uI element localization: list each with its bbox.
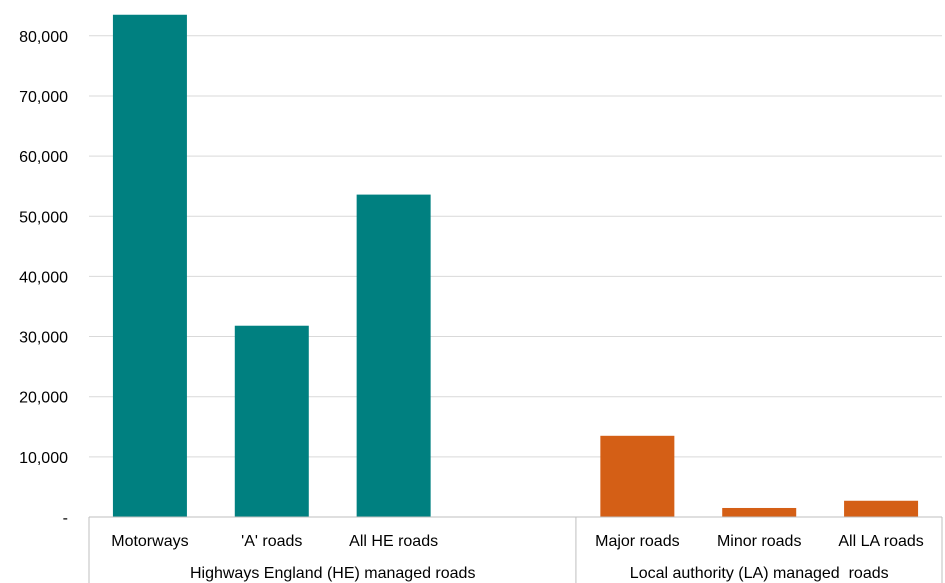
y-tick-label: 60,000: [19, 149, 68, 166]
y-tick-label: 30,000: [19, 330, 68, 347]
bar-major-roads: [600, 435, 675, 517]
x-axis-group-labels: Highways England (HE) managed roads Local…: [190, 565, 889, 582]
x-axis-category-labels: Motorways 'A' roads All HE roads Major road…: [111, 533, 924, 550]
x-group-label: Local authority (LA) managed roads: [630, 565, 889, 582]
bar-all-he-roads: [356, 194, 431, 517]
x-group-label: Highways England (HE) managed roads: [190, 565, 475, 582]
y-tick-label: 20,000: [19, 390, 68, 407]
y-axis-tick-labels: - 10,000 20,000 30,000 40,000 50,000 60,000 70,…: [19, 29, 68, 527]
x-category-label: Motorways: [111, 533, 188, 550]
x-category-label: 'A' roads: [241, 533, 302, 550]
bars: [112, 14, 919, 518]
x-category-label: Minor roads: [717, 533, 801, 550]
bar-motorways: [112, 14, 187, 518]
y-tick-label: 80,000: [19, 29, 68, 46]
y-tick-label: 40,000: [19, 269, 68, 286]
x-axis: [88, 516, 943, 583]
x-category-label: All HE roads: [349, 533, 438, 550]
y-tick-label: 50,000: [19, 209, 68, 226]
y-tick-label: 10,000: [19, 450, 68, 467]
bar-all-la-roads: [844, 500, 919, 517]
bar-a-roads: [234, 325, 309, 517]
x-category-label: All LA roads: [838, 533, 923, 550]
y-tick-label: -: [63, 510, 68, 527]
y-tick-label: 70,000: [19, 89, 68, 106]
x-category-label: Major roads: [595, 533, 679, 550]
gridlines: [89, 35, 942, 458]
bar-minor-roads: [722, 507, 797, 517]
